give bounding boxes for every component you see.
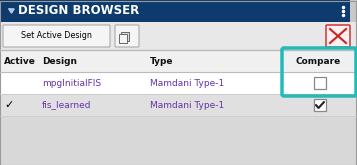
Text: ✓: ✓: [4, 100, 13, 110]
Text: Compare: Compare: [295, 56, 340, 66]
Bar: [0, 116, 357, 165]
FancyBboxPatch shape: [3, 25, 110, 47]
Text: fis_learned: fis_learned: [42, 100, 91, 110]
Bar: [0, 50, 357, 72]
Text: mpgInitialFIS: mpgInitialFIS: [42, 79, 101, 87]
Bar: [314, 99, 326, 111]
Text: Design: Design: [42, 56, 77, 66]
Bar: [119, 34, 127, 43]
Text: Mamdani Type-1: Mamdani Type-1: [150, 79, 224, 87]
FancyBboxPatch shape: [326, 25, 350, 47]
FancyBboxPatch shape: [115, 25, 139, 47]
Bar: [350, 0, 357, 22]
Text: DESIGN BROWSER: DESIGN BROWSER: [18, 4, 139, 17]
Text: Set Active Design: Set Active Design: [21, 32, 91, 40]
Bar: [0, 22, 357, 50]
Text: Type: Type: [150, 56, 174, 66]
Text: Active: Active: [4, 56, 36, 66]
Bar: [0, 0, 357, 22]
Bar: [314, 77, 326, 89]
Bar: [0, 94, 357, 116]
Text: Mamdani Type-1: Mamdani Type-1: [150, 100, 224, 110]
Polygon shape: [9, 9, 14, 13]
Bar: [0, 72, 357, 94]
Bar: [121, 32, 129, 41]
